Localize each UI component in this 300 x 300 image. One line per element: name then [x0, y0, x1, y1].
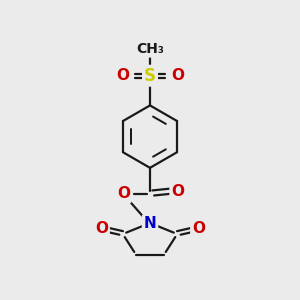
- Text: O: O: [117, 187, 130, 202]
- Text: O: O: [192, 221, 205, 236]
- Text: CH₃: CH₃: [136, 42, 164, 56]
- Text: S: S: [144, 67, 156, 85]
- Text: O: O: [171, 68, 184, 83]
- Text: N: N: [144, 216, 156, 231]
- Text: O: O: [171, 184, 184, 199]
- Text: O: O: [116, 68, 129, 83]
- Text: O: O: [95, 221, 108, 236]
